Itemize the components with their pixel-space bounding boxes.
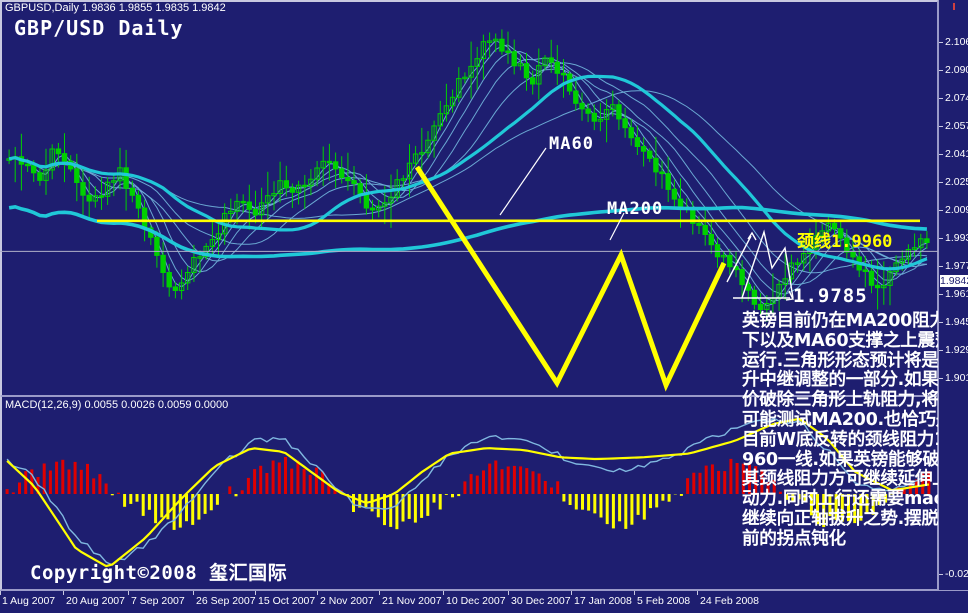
analysis-commentary: 英镑目前仍在MA200阻力之下以及MA60支撑之上震荡运行.三角形形态预计将是上… — [742, 311, 967, 549]
price-tick-dash — [939, 42, 943, 43]
price-tick-label: 2.0415 — [945, 148, 968, 160]
date-tick-mark — [63, 591, 64, 595]
price-tick-label: 2.0575 — [945, 120, 968, 132]
price-tick-dash — [939, 154, 943, 155]
ma200-label: MA200 — [607, 199, 664, 219]
price-tick-label: 2.0900 — [945, 64, 968, 76]
current-price-badge: 1.9842 — [940, 275, 968, 287]
date-tick-label: 20 Aug 2007 — [66, 595, 125, 607]
date-tick-label: 30 Dec 2007 — [511, 595, 571, 607]
price-tick-dash — [939, 182, 943, 183]
price-tick-label: 1.9450 — [945, 316, 968, 328]
price-tick-dash — [939, 238, 943, 239]
date-tick-mark — [317, 591, 318, 595]
price-tick-label: 1.9610 — [945, 288, 968, 300]
date-tick-label: 15 Oct 2007 — [258, 595, 316, 607]
date-tick-label: 24 Feb 2008 — [700, 595, 759, 607]
price-tick-dash — [939, 350, 943, 351]
price-tick-dash — [939, 294, 943, 295]
date-tick-mark — [128, 591, 129, 595]
price-tick-label: 2.1060 — [945, 36, 968, 48]
date-tick-mark — [697, 591, 698, 595]
date-tick-label: 10 Dec 2007 — [446, 595, 506, 607]
neckline-annotation: 颈线1.9960 — [797, 232, 893, 252]
price-tick-dash — [939, 70, 943, 71]
date-tick-label: 7 Sep 2007 — [131, 595, 185, 607]
time-axis[interactable]: 1 Aug 2007 20 Aug 2007 7 Sep 2007 26 Sep 20… — [0, 590, 968, 613]
scale-marker-icon — [953, 3, 955, 10]
date-tick-label: 17 Jan 2008 — [574, 595, 632, 607]
date-tick-label: 21 Nov 2007 — [382, 595, 442, 607]
ma60-label: MA60 — [549, 134, 594, 154]
date-tick-label: 1 Aug 2007 — [2, 595, 56, 607]
quote-readout: GBPUSD,Daily 1.9836 1.9855 1.9835 1.9842 — [5, 2, 226, 14]
macd-readout: MACD(12,26,9) 0.0055 0.0026 0.0059 0.000… — [5, 399, 229, 411]
price-axis[interactable]: 2.1060 2.0900 2.0740 2.0575 2.0415 2.0255 2.00… — [938, 0, 968, 590]
price-tick-label: 2.0095 — [945, 204, 968, 216]
page-title: GBP/USD Daily — [14, 16, 184, 40]
price-tick-label: 1.9930 — [945, 232, 968, 244]
date-tick-mark — [571, 591, 572, 595]
price-tick-label: 2.0740 — [945, 92, 968, 104]
date-tick-mark — [193, 591, 194, 595]
price-tick-dash — [939, 266, 943, 267]
price-tick-dash — [939, 98, 943, 99]
price-tick-label: 2.0255 — [945, 176, 968, 188]
date-tick-mark — [379, 591, 380, 595]
price-tick-label: 1.9290 — [945, 344, 968, 356]
copyright-notice: Copyright©2008 玺汇国际 — [30, 562, 288, 584]
support-price-annotation: 1.9785 — [793, 285, 868, 307]
price-tick-label: 1.9770 — [945, 260, 968, 272]
date-tick-mark — [443, 591, 444, 595]
price-tick-dash — [939, 210, 943, 211]
date-tick-label: 2 Nov 2007 — [320, 595, 374, 607]
price-tick-label: -0.0214 — [945, 568, 968, 580]
price-tick-dash — [939, 126, 943, 127]
date-tick-mark — [508, 591, 509, 595]
date-tick-mark — [0, 591, 1, 595]
price-tick-dash — [939, 574, 943, 575]
price-tick-dash — [939, 322, 943, 323]
date-tick-label: 26 Sep 2007 — [196, 595, 256, 607]
date-tick-mark — [634, 591, 635, 595]
price-tick-label: 1.9018 — [945, 372, 968, 384]
price-tick-dash — [939, 378, 943, 379]
date-tick-label: 5 Feb 2008 — [637, 595, 691, 607]
date-tick-mark — [255, 591, 256, 595]
